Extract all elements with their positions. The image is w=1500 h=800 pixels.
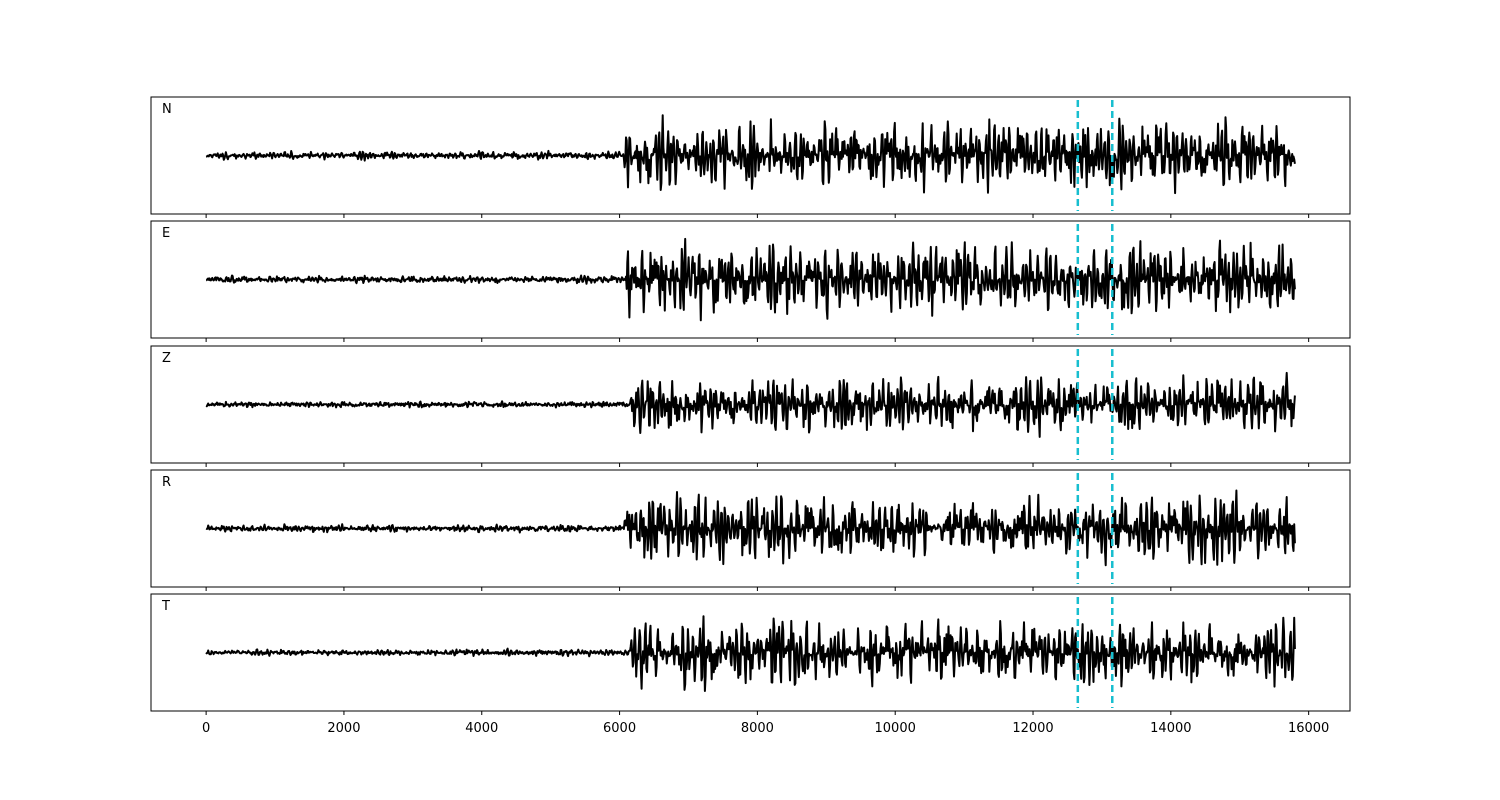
x-axis: 0 2000 4000 6000 8000 10000 12000 14000 16000 [202,721,1329,736]
panel-label: T [161,599,170,614]
panel-z: Z [150,345,1351,467]
waveform-r [205,489,1296,567]
x-tick-label: 10000 [875,721,916,736]
panel-n: N [150,96,1351,218]
x-tick-label: 8000 [741,721,774,736]
panel-frame [150,593,1351,712]
panel-frame [150,220,1351,339]
x-tick-label: 0 [202,721,210,736]
panel-label: R [162,475,171,490]
x-tick-label: 14000 [1150,721,1191,736]
panel-r: R [150,469,1351,591]
waveform-e [205,237,1296,322]
waveform-n [205,114,1296,195]
x-tick-label: 16000 [1288,721,1329,736]
panel-frame [150,469,1351,588]
panel-label: Z [162,351,171,366]
x-tick-label: 4000 [465,721,498,736]
waveform-z [205,371,1296,438]
panel-t: T [150,593,1351,715]
panel-frame [150,96,1351,215]
panel-label: N [162,102,172,117]
x-tick-label: 12000 [1012,721,1053,736]
panels-group: N E Z R T [150,96,1351,715]
panel-e: E [150,220,1351,342]
panel-label: E [162,226,170,241]
waveform-t [205,615,1296,692]
panel-frame [150,345,1351,464]
x-tick-label: 6000 [603,721,636,736]
x-tick-label: 2000 [327,721,360,736]
